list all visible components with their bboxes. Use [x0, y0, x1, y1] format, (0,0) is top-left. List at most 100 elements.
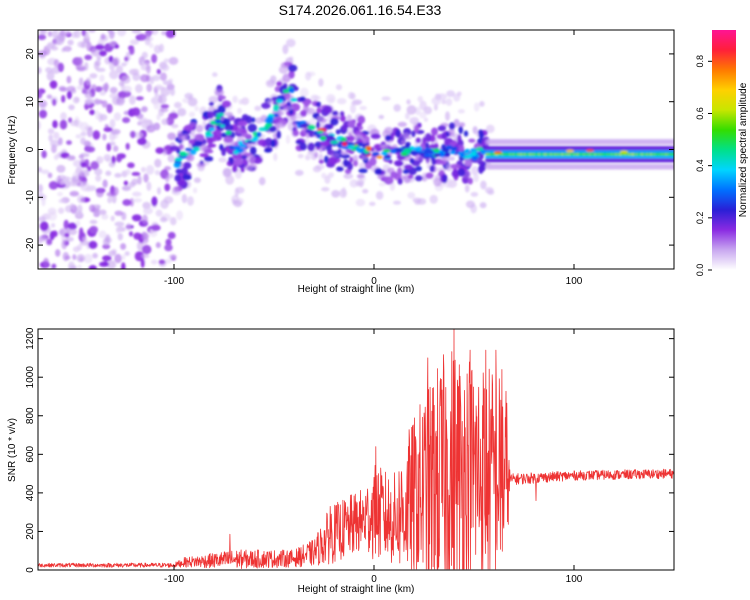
spectrogram-cell: [66, 155, 76, 161]
spectrogram-cell: [299, 87, 309, 98]
spectrogram-cell: [77, 264, 82, 269]
spectrogram-cell: [182, 174, 192, 181]
spectrogram-cell: [151, 196, 158, 207]
spectrogram-cell: [98, 209, 107, 215]
spectrogram-cell: [77, 204, 83, 213]
spectrogram-cell: [199, 153, 209, 158]
spectrogram-cell: [317, 130, 324, 134]
spectrogram-cell: [76, 254, 86, 263]
spectrogram-cell: [151, 53, 158, 64]
spectrogram-cell: [356, 122, 363, 127]
snr-x-axis: -100 0 100: [164, 329, 583, 585]
spectrogram-cell: [405, 141, 411, 148]
spectrogram-cell: [47, 31, 53, 37]
spectrogram-cell: [274, 86, 281, 93]
spectrogram-cell: [347, 162, 353, 171]
spectrogram-cell: [316, 101, 322, 108]
spectrogram-cell: [105, 234, 111, 243]
spectrogram-cell: [160, 64, 170, 72]
spectrogram-cell: [99, 74, 105, 82]
spectrogram-cell: [347, 120, 356, 129]
spectrogram-cell: [226, 112, 233, 119]
spectrogram-cell: [99, 113, 108, 121]
spectrogram-cell: [188, 122, 198, 127]
spectrogram-cell: [415, 106, 421, 116]
spectrogram-cell: [307, 142, 315, 152]
spectrogram-cell: [86, 41, 92, 52]
spectrogram-cell: [672, 154, 674, 159]
spectrogram-cell: [90, 160, 100, 170]
spectrogram-cell: [358, 162, 368, 171]
spectrogram-cell: [219, 124, 225, 128]
spectrogram-cell: [88, 240, 98, 249]
spectrogram-cell: [52, 98, 57, 106]
spectrogram-cell: [290, 114, 297, 122]
spectrogram-cell: [463, 158, 472, 167]
spectrogram-cell: [409, 158, 415, 164]
spectrogram-cell: [433, 177, 442, 187]
spectrogram-cell: [110, 128, 121, 135]
spectrogram-cell: [385, 134, 392, 142]
spectrogram-cell: [467, 177, 473, 185]
y-tick-label: 1200: [25, 327, 36, 350]
spectrogram-cell: [164, 183, 171, 192]
spectrogram-cell: [76, 85, 84, 91]
spectrogram-cell: [150, 224, 161, 231]
spectrogram-cell: [132, 191, 142, 197]
spectrogram-cell: [138, 117, 149, 124]
snr-panel: -100 0 100 0 200 400 600 800 1000 1200 Height of…: [7, 327, 675, 595]
spectrogram-cell: [179, 151, 187, 157]
spectrogram-cell: [239, 144, 247, 148]
spectrogram-cell: [378, 182, 386, 187]
spectrogram-cell: [236, 136, 244, 143]
spectrogram-cell: [415, 137, 422, 144]
spectrogram-cell: [123, 180, 129, 186]
spectrogram-cell: [312, 165, 322, 173]
spectrogram-cell: [378, 114, 385, 120]
spectrogram-cell: [64, 255, 71, 260]
spectrogram-cell: [41, 150, 47, 159]
spectrogram-cell: [376, 155, 383, 159]
spectrogram-cell: [266, 80, 276, 86]
spectrogram-cell: [109, 93, 119, 99]
spectrogram-cell: [38, 235, 47, 242]
spectrogram-cell: [292, 129, 299, 137]
spectrogram-cell: [441, 132, 448, 140]
spectrogram-cell: [347, 132, 353, 137]
spectrogram-cell: [445, 111, 450, 121]
spectrogram-cell: [181, 167, 188, 175]
spectrogram-cell: [47, 172, 53, 179]
spectrogram-cell: [249, 146, 257, 155]
spectrogram-cell: [217, 95, 226, 100]
spectrogram-cell: [160, 107, 169, 113]
spectrogram-cell: [46, 71, 55, 81]
spectrogram-cell: [246, 154, 256, 164]
spectrogram-cell: [189, 149, 197, 155]
spectrogram-cell: [473, 102, 480, 112]
spectrogram-cell: [159, 43, 164, 53]
spectrogram-cell: [181, 193, 188, 204]
spectrogram-cell: [165, 238, 172, 246]
spectrogram-cell: [425, 172, 434, 179]
spectrogram-cell: [124, 251, 130, 256]
spectrogram-cell: [176, 210, 184, 221]
spectrogram-cell: [196, 162, 206, 168]
spectrogram-cell: [448, 122, 456, 130]
spectrogram-cell: [63, 219, 69, 230]
spectrogram-cell: [69, 190, 80, 197]
spectrogram-cell: [396, 147, 404, 153]
spectrogram-cell: [458, 125, 463, 135]
spectrogram-cell: [38, 34, 47, 41]
spectrogram-cell: [341, 187, 347, 197]
spectrogram-cell: [184, 92, 194, 99]
spectrogram-cell: [288, 87, 295, 94]
spectrogram-cell: [134, 251, 145, 262]
spectrogram-cell: [113, 112, 122, 121]
spectrogram-cell: [65, 236, 74, 242]
spectrogram-cell: [169, 145, 179, 152]
spectrogram-cell: [328, 172, 335, 177]
spectrogram-cell: [92, 252, 98, 259]
spectrogram-cell: [139, 74, 150, 83]
spectrogram-cell: [341, 124, 348, 131]
y-tick-label: 0: [25, 567, 36, 573]
